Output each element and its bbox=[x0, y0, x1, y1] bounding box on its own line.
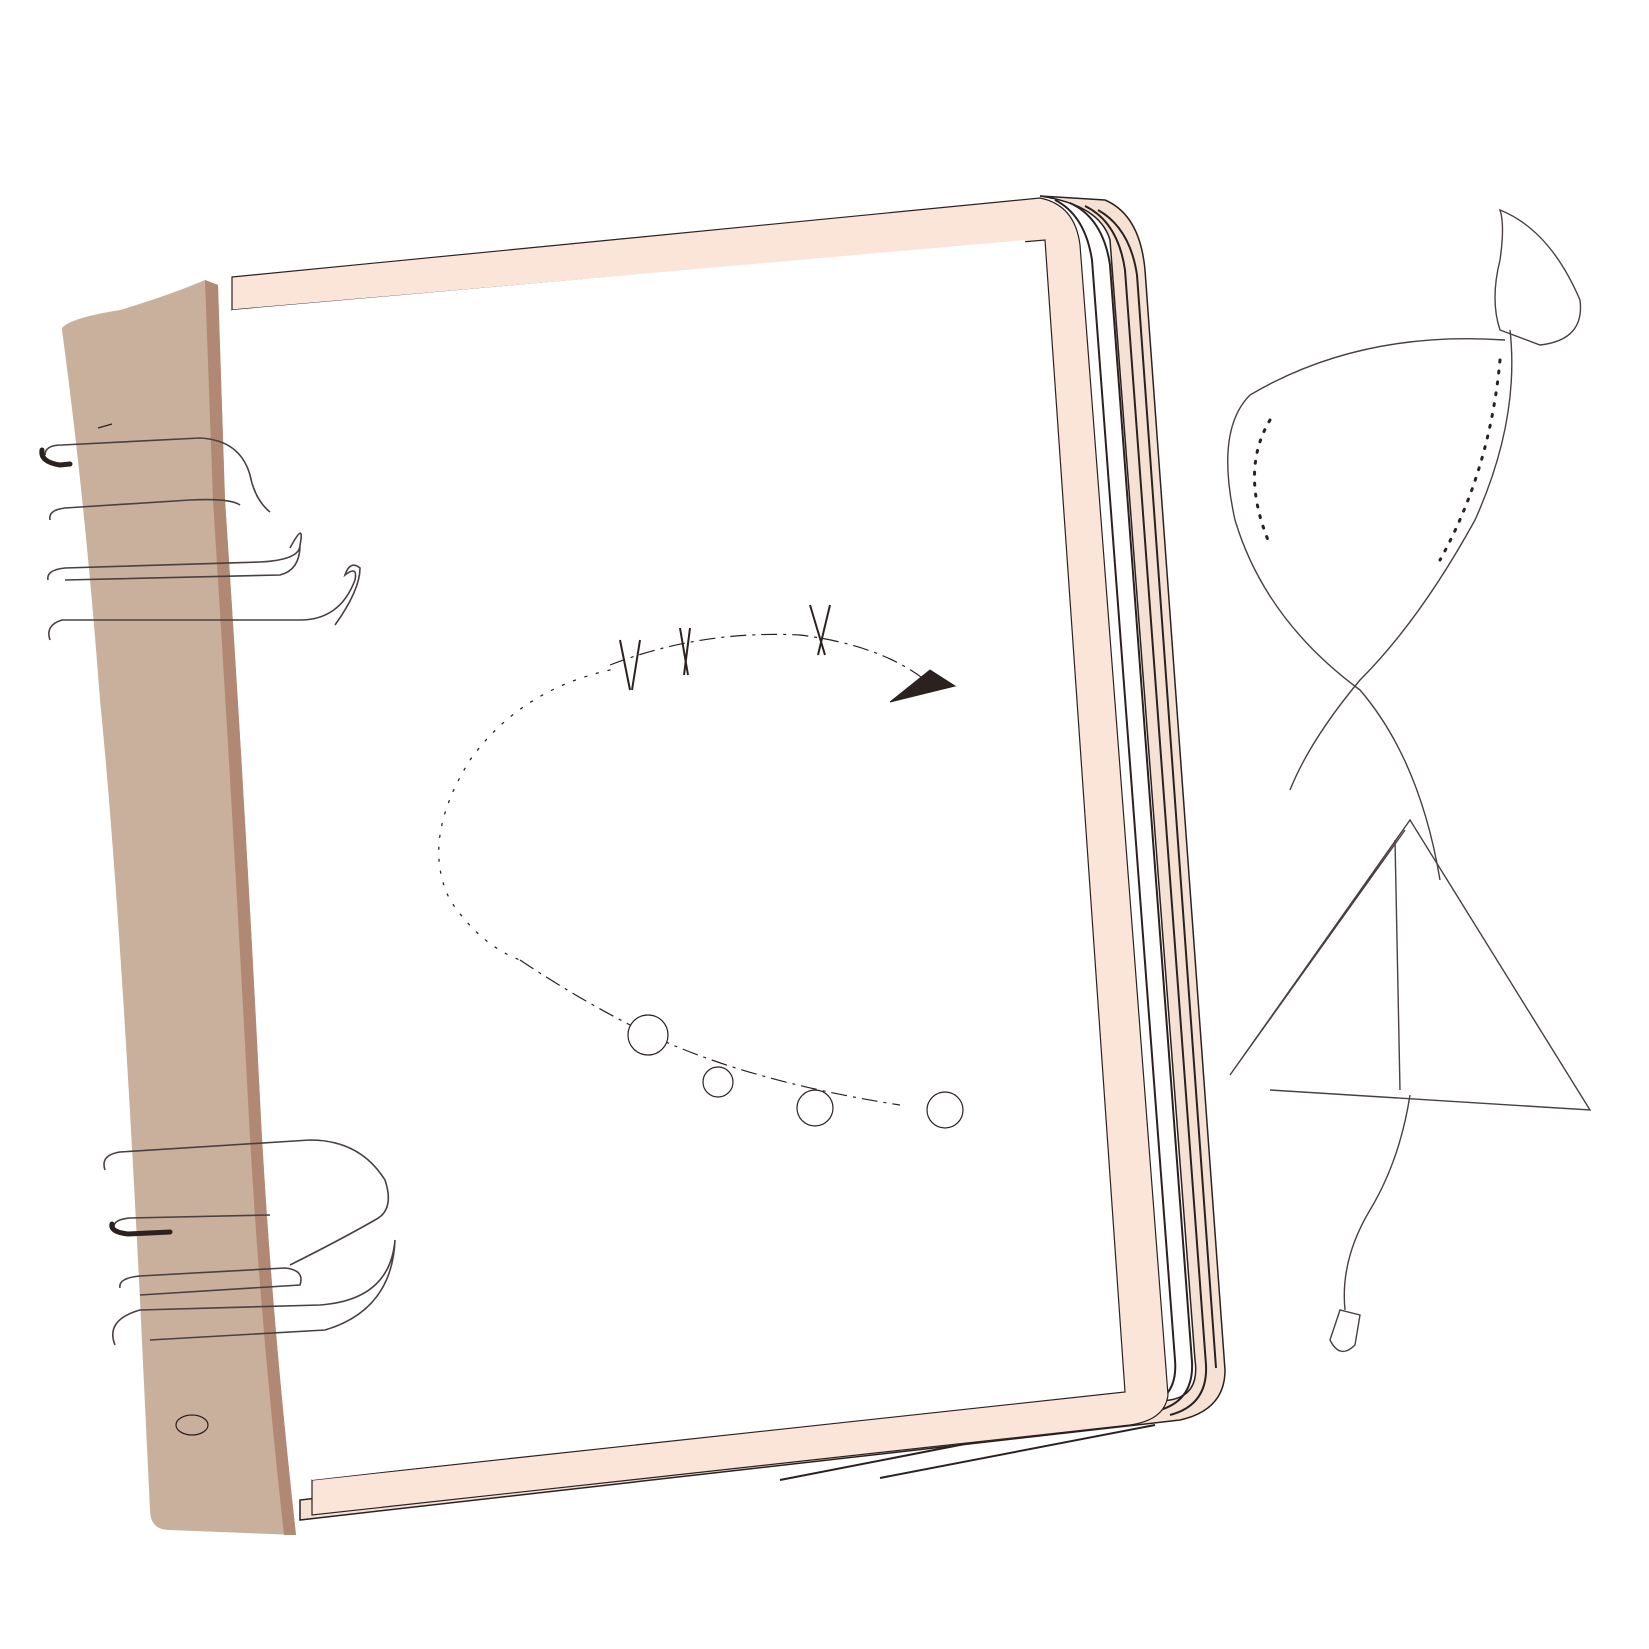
spine-edge bbox=[205, 280, 296, 1535]
triangle-inner-line bbox=[1394, 839, 1401, 1091]
bottom-rings bbox=[103, 1139, 396, 1346]
hourglass-loop bbox=[1494, 208, 1582, 346]
page-edge-line-4 bbox=[1097, 209, 1217, 1369]
page-stack-back bbox=[299, 195, 1226, 1521]
triangle-tail-arrow bbox=[1329, 1309, 1361, 1353]
binder-ring-icon bbox=[119, 1267, 302, 1296]
spine-mark bbox=[97, 423, 113, 429]
page-edge-line-3 bbox=[1084, 205, 1208, 1416]
arc-dotted bbox=[438, 669, 611, 961]
notebook-page bbox=[232, 240, 1105, 1480]
triangle-tail bbox=[1343, 1094, 1411, 1311]
arc-bead-4 bbox=[926, 1091, 964, 1129]
binder-ring-icon bbox=[39, 437, 271, 513]
arc-bead-3 bbox=[796, 1089, 834, 1127]
notebook-spine bbox=[62, 280, 296, 1535]
binder-ring-icon bbox=[48, 498, 241, 521]
spine-spot bbox=[175, 1414, 209, 1436]
arc-bead-1 bbox=[627, 1014, 669, 1056]
arc-top-line bbox=[609, 633, 926, 681]
hourglass-right-curve bbox=[1289, 329, 1513, 791]
binder-ring-icon bbox=[103, 1139, 390, 1266]
binder-ring-icon bbox=[48, 564, 361, 641]
hourglass-fill-left bbox=[1253, 418, 1272, 542]
hourglass-left-curve bbox=[1227, 337, 1506, 881]
binder-ring-icon bbox=[47, 532, 303, 581]
page-edge-line-2 bbox=[1069, 202, 1194, 1411]
binder-ring-icon bbox=[109, 1214, 271, 1237]
binder-ring-icon bbox=[112, 1239, 396, 1346]
arc-bead-2 bbox=[702, 1066, 734, 1098]
notebook-cover bbox=[231, 197, 1169, 1516]
dotted-arc-arrow-icon bbox=[438, 604, 964, 1129]
top-rings bbox=[39, 437, 361, 641]
triangle-figure-icon bbox=[1229, 818, 1592, 1353]
hourglass-figure-icon bbox=[1227, 208, 1582, 881]
triangle-outline bbox=[1229, 818, 1592, 1111]
arc-arrowhead bbox=[889, 669, 957, 703]
arc-ticks bbox=[619, 604, 831, 691]
page-bottom-line-2 bbox=[879, 1424, 1156, 1479]
